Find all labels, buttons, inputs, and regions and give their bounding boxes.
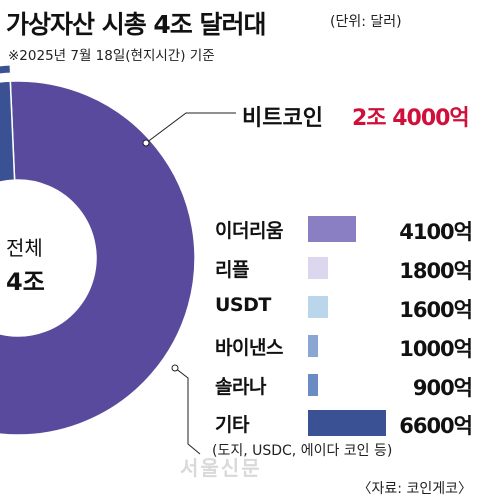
legend-name-ethereum: 이더리움 [215,220,283,242]
legend-value-ethereum: 4100억 [399,220,473,244]
legend-swatch-solana [308,374,318,396]
legend-swatch-binance [308,335,318,357]
others-leader-line [174,367,201,455]
legend-name-usdt: USDT [215,294,271,316]
bitcoin-leader-dot [142,139,150,147]
date-note: ※2025년 7월 18일(현지시간) 기준 [8,48,215,64]
chart-title: 가상자산 시총 4조 달러대 [6,10,267,39]
slice-others [0,80,16,183]
total-label: 전체 [6,236,43,260]
legend-swatch-ethereum [308,216,356,242]
legend-name-binance: 바이낸스 [215,337,283,359]
bitcoin-leader-line [145,112,236,144]
others-leader-dot [171,364,179,372]
legend-name-others: 기타 [215,414,249,436]
bitcoin-label: 비트코인 [242,106,323,131]
source-label: 〈자료: 코인게코〉 [357,481,472,497]
legend-value-others: 6600억 [399,414,473,438]
legend-value-binance: 1000억 [399,337,473,361]
legend-name-solana: 솔라나 [215,376,266,398]
unit-label: (단위: 달러) [330,14,402,30]
legend-value-usdt: 1600억 [399,298,473,322]
watermark: 서울신문 [180,456,262,480]
slice-bitcoin [0,80,196,436]
bitcoin-value: 2조 4000억 [352,106,470,131]
legend-value-solana: 900억 [412,376,473,400]
total-value: 4조 [6,268,45,296]
legend-value-ripple: 1800억 [399,259,473,283]
legend-swatch-ripple [308,257,328,279]
legend-swatch-usdt [308,296,328,318]
others-note: (도지, USDC, 에이다 코인 등) [212,443,393,459]
legend-swatch-others [308,410,386,436]
legend-name-ripple: 리플 [215,259,249,281]
